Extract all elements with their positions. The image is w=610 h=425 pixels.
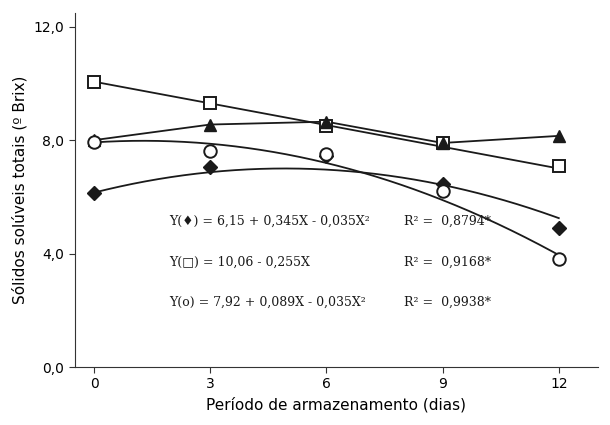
Text: R² =  0,9168*: R² = 0,9168*: [404, 255, 491, 268]
Text: Y(□) = 10,06 - 0,255X: Y(□) = 10,06 - 0,255X: [169, 255, 310, 268]
Text: Y(♦) = 6,15 + 0,345X - 0,035X²: Y(♦) = 6,15 + 0,345X - 0,035X²: [169, 215, 370, 227]
Text: Y(o) = 7,92 + 0,089X - 0,035X²: Y(o) = 7,92 + 0,089X - 0,035X²: [169, 296, 365, 309]
X-axis label: Período de armazenamento (dias): Período de armazenamento (dias): [206, 397, 466, 413]
Y-axis label: Sólidos solúveis totais (º Brix): Sólidos solúveis totais (º Brix): [12, 76, 28, 304]
Text: R² =  0,9938*: R² = 0,9938*: [404, 296, 491, 309]
Text: R² =  0,8794*: R² = 0,8794*: [404, 215, 491, 227]
